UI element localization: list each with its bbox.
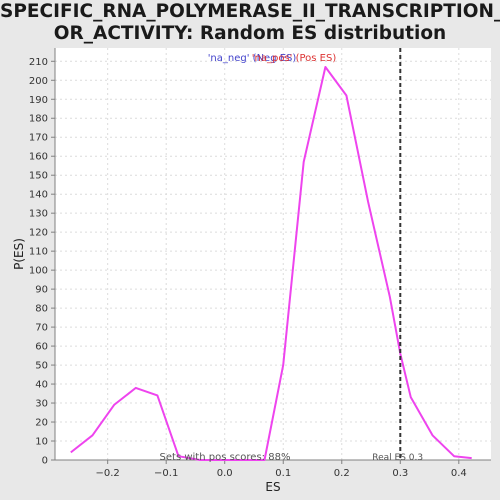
- x-tick-label: −0.2: [96, 468, 120, 479]
- y-tick-label: 120: [29, 228, 48, 239]
- y-tick-label: 100: [29, 266, 48, 277]
- y-tick-label: 40: [35, 380, 48, 391]
- y-tick-label: 130: [29, 209, 48, 220]
- y-tick-label: 0: [42, 456, 48, 467]
- chart-title-line-1: SPECIFIC_RNA_POLYMERASE_II_TRANSCRIPTION…: [0, 1, 500, 22]
- y-tick-label: 30: [35, 399, 48, 410]
- y-axis-label: P(ES): [12, 238, 26, 270]
- legend-pos-es: 'na_pos' (Pos ES): [252, 53, 337, 64]
- x-tick-label: 0.1: [275, 468, 291, 479]
- y-tick-label: 180: [29, 114, 48, 125]
- y-tick-label: 150: [29, 171, 48, 182]
- x-tick-label: 0.2: [334, 468, 350, 479]
- plot-area: [55, 48, 491, 460]
- x-tick-label: −0.1: [154, 468, 178, 479]
- x-tick-label: 0.3: [392, 468, 408, 479]
- chart-title: SPECIFIC_RNA_POLYMERASE_II_TRANSCRIPTION…: [0, 0, 500, 45]
- pos-score-annotation: Sets with pos scores: 88%: [160, 452, 291, 463]
- y-tick-label: 190: [29, 95, 48, 106]
- y-tick-label: 140: [29, 190, 48, 201]
- y-tick-label: 10: [35, 437, 48, 448]
- x-axis-label: ES: [265, 480, 280, 494]
- y-tick-label: 110: [29, 247, 48, 258]
- y-tick-label: 170: [29, 133, 48, 144]
- es-distribution-line: [70, 66, 472, 461]
- real-es-label: Real ES 0.3: [372, 453, 423, 463]
- x-tick-label: 0.0: [217, 468, 233, 479]
- x-tick-label: 0.4: [451, 468, 467, 479]
- y-tick-label: 20: [35, 418, 48, 429]
- legend-neg-es: 'na_neg' (Neg ES): [208, 53, 297, 64]
- y-tick-label: 210: [29, 57, 48, 68]
- y-tick-label: 50: [35, 361, 48, 372]
- chart-title-line-2: OR_ACTIVITY: Random ES distribution: [53, 23, 447, 44]
- y-tick-label: 90: [35, 285, 48, 296]
- y-tick-label: 160: [29, 152, 48, 163]
- y-tick-label: 80: [35, 304, 48, 315]
- y-tick-label: 70: [35, 323, 48, 334]
- y-tick-label: 200: [29, 76, 48, 87]
- y-tick-label: 60: [35, 342, 48, 353]
